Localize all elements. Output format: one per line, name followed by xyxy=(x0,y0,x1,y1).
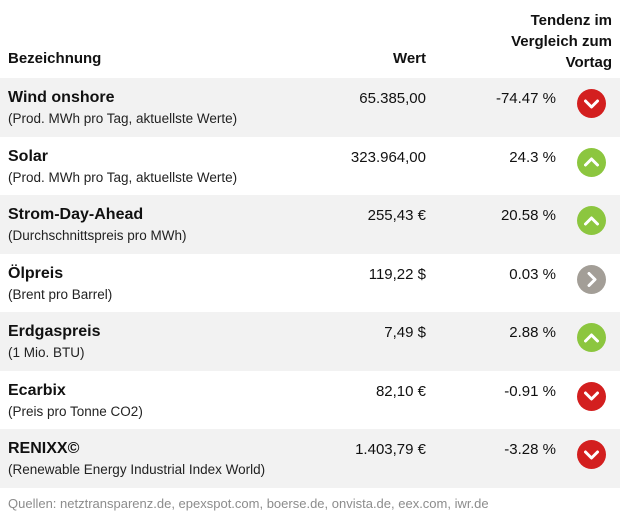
column-header-name: Bezeichnung xyxy=(8,50,102,67)
row-subtitle: (Prod. MWh pro Tag, aktuellste Werte) xyxy=(8,111,238,126)
row-subtitle: (Preis pro Tonne CO2) xyxy=(8,403,143,419)
row-title: Ölpreis xyxy=(8,264,64,282)
row-change-percent: 20.58 % xyxy=(500,207,556,224)
table-row: Erdgaspreis (1 Mio. BTU) 7,49 $ 2.88 % xyxy=(0,312,620,371)
chevron-up-icon xyxy=(577,323,606,352)
chevron-up-icon xyxy=(577,147,606,177)
table-row: RENIXX© (Renewable Energy Industrial Ind… xyxy=(0,429,620,488)
chevron-down-icon xyxy=(577,381,606,411)
table-header: Bezeichnung Wert Tendenz im Vergleich zu… xyxy=(0,0,620,79)
data-table: Wind onshore (Prod. MWh pro Tag, aktuell… xyxy=(0,78,620,488)
column-header-trend-line1: Tendenz im xyxy=(530,12,612,29)
row-title: Wind onshore xyxy=(8,89,115,106)
row-subtitle: (1 Mio. BTU) xyxy=(8,345,85,360)
row-value: 323.964,00 xyxy=(350,148,426,166)
row-title: RENIXX© xyxy=(8,440,80,457)
row-value: 65.385,00 xyxy=(359,90,426,107)
row-change-percent: -0.91 % xyxy=(504,382,556,400)
table-row: Strom-Day-Ahead (Durchschnittspreis pro … xyxy=(0,195,620,254)
row-title: Ecarbix xyxy=(8,381,66,399)
row-value: 7,49 $ xyxy=(384,324,426,341)
table-row: Wind onshore (Prod. MWh pro Tag, aktuell… xyxy=(0,78,620,137)
chevron-up-icon xyxy=(577,206,606,235)
row-change-percent: 0.03 % xyxy=(509,265,556,283)
row-subtitle: (Renewable Energy Industrial Index World… xyxy=(8,462,266,477)
table-row: Ölpreis (Brent pro Barrel) 119,22 $ 0.03… xyxy=(0,253,620,312)
sources-footnote: Quellen: netztransparenz.de, epexspot.co… xyxy=(8,496,489,511)
row-title: Strom-Day-Ahead xyxy=(8,206,144,223)
column-header-trend-line2: Vergleich zum xyxy=(511,33,612,50)
row-change-percent: 24.3 % xyxy=(509,148,556,166)
chevron-right-icon xyxy=(577,264,606,294)
row-change-percent: -74.47 % xyxy=(495,90,556,107)
row-change-percent: -3.28 % xyxy=(504,441,556,458)
row-title: Solar xyxy=(8,147,49,165)
row-change-percent: 2.88 % xyxy=(509,324,556,341)
column-header-value: Wert xyxy=(392,50,426,67)
table-row: Solar (Prod. MWh pro Tag, aktuellste Wer… xyxy=(0,136,620,195)
column-header-trend: Tendenz im Vergleich zum Vortag xyxy=(462,10,612,73)
row-value: 1.403,79 € xyxy=(355,441,426,458)
row-value: 82,10 € xyxy=(375,382,426,400)
chevron-down-icon xyxy=(577,89,606,118)
row-subtitle: (Prod. MWh pro Tag, aktuellste Werte) xyxy=(8,169,238,185)
row-value: 119,22 $ xyxy=(368,265,426,283)
chevron-down-icon xyxy=(577,440,606,469)
column-header-trend-line3: Vortag xyxy=(565,54,612,71)
row-subtitle: (Durchschnittspreis pro MWh) xyxy=(8,228,187,243)
row-subtitle: (Brent pro Barrel) xyxy=(8,286,113,302)
row-title: Erdgaspreis xyxy=(8,323,101,340)
table-row: Ecarbix (Preis pro Tonne CO2) 82,10 € -0… xyxy=(0,370,620,429)
row-value: 255,43 € xyxy=(367,207,426,224)
